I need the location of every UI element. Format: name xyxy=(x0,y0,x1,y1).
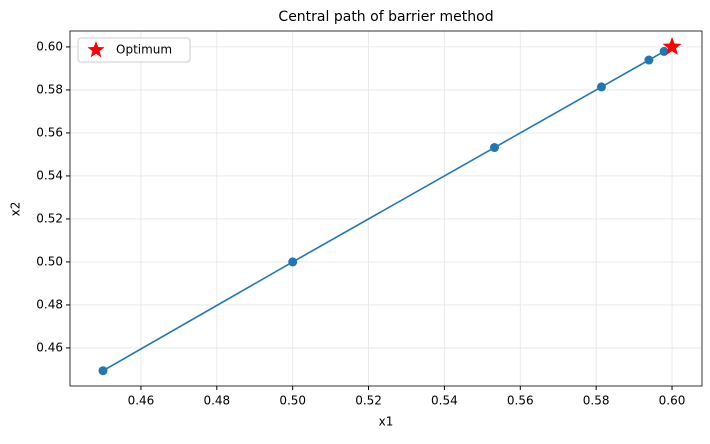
y-tick-label: 0.52 xyxy=(36,211,63,225)
legend-swatch xyxy=(87,41,105,58)
x-tick-label: 0.58 xyxy=(583,394,610,408)
y-tick-label: 0.60 xyxy=(36,39,63,53)
point-marker xyxy=(644,55,654,65)
point-marker xyxy=(489,143,499,153)
chart-title: Central path of barrier method xyxy=(278,9,493,25)
legend-box xyxy=(77,37,191,63)
x-tick-label: 0.46 xyxy=(128,394,155,408)
series-line xyxy=(102,50,665,372)
y-tick-label: 0.54 xyxy=(36,168,63,182)
y-tick-label: 0.46 xyxy=(36,340,63,354)
plot-frame xyxy=(69,30,703,387)
legend: Optimum xyxy=(77,37,191,63)
x-tick-label: 0.52 xyxy=(355,394,382,408)
x-axis-label: x1 xyxy=(379,415,394,429)
x-tick-label: 0.54 xyxy=(431,394,458,408)
y-tick-label: 0.48 xyxy=(36,297,63,311)
y-tick-label: 0.56 xyxy=(36,125,63,139)
x-tick-label: 0.48 xyxy=(203,394,230,408)
star-marker xyxy=(662,36,682,55)
y-tick-label: 0.50 xyxy=(36,254,63,268)
legend-label: Optimum xyxy=(116,43,172,57)
x-tick-label: 0.60 xyxy=(659,394,686,408)
point-marker xyxy=(659,46,669,56)
x-tick-label: 0.56 xyxy=(507,394,534,408)
y-axis-label: x2 xyxy=(9,202,23,217)
y-tick-label: 0.58 xyxy=(36,82,63,96)
point-marker xyxy=(288,257,298,267)
point-marker xyxy=(98,366,108,376)
point-marker xyxy=(596,82,606,92)
x-tick-label: 0.50 xyxy=(279,394,306,408)
